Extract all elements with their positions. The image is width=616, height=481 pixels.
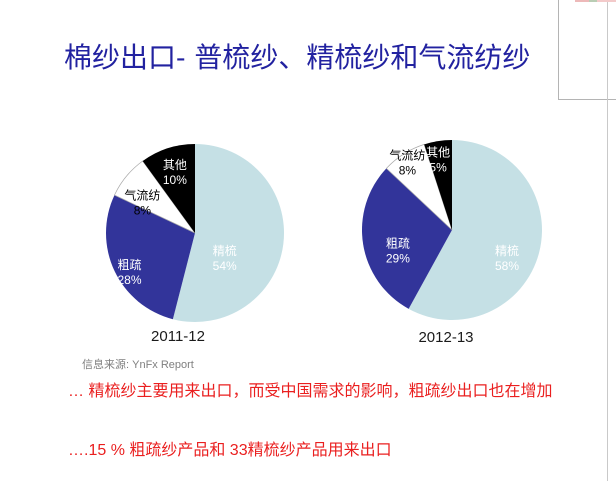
chart-caption-left: 2011-12 bbox=[151, 328, 205, 345]
bullet-text-1: … 精梳纱主要用来出口，而受中国需求的影响，粗疏纱出口也在增加 bbox=[68, 383, 553, 400]
chart-caption-right: 2012-13 bbox=[418, 329, 474, 346]
pie-1-slice-label-2: 粗疏 28% bbox=[117, 257, 141, 287]
pie-1-slice-1 bbox=[172, 144, 285, 322]
pie-2-slice-label-1: 精梳 58% bbox=[495, 243, 519, 273]
page-edge-line bbox=[607, 0, 608, 481]
pie-2-slice-label-2: 粗疏 29% bbox=[386, 236, 410, 266]
pie-2-slice-2 bbox=[361, 168, 452, 309]
overlay-window-fragment bbox=[558, 0, 616, 100]
pie-1-slice-label-1: 精梳 54% bbox=[213, 243, 237, 273]
pie-1-slice-label-3: 气流纺 8% bbox=[124, 187, 160, 217]
strip-segment bbox=[575, 0, 589, 2]
pie-2-slice-4 bbox=[424, 140, 452, 230]
bullet-text-2: ….15 % 粗疏纱产品和 33精梳纱产品用来出口 bbox=[68, 442, 392, 459]
clipped-toolbar-strip bbox=[575, 0, 616, 2]
pie-1-slice-2 bbox=[106, 195, 195, 320]
slide-title: 棉纱出口- 普梳纱、精梳纱和气流纺纱 bbox=[64, 41, 531, 74]
pie-1-slice-3 bbox=[113, 160, 196, 234]
pie-1-slice-4 bbox=[142, 144, 195, 233]
pie-2-slice-3 bbox=[385, 143, 453, 231]
pie-2-slice-label-4: 其他 5% bbox=[426, 145, 450, 174]
pie-2-slice-label-3: 气流纺 8% bbox=[389, 147, 425, 177]
pie-2-slice-1 bbox=[408, 140, 542, 320]
strip-segment bbox=[597, 0, 616, 2]
pie-1-slice-label-4: 其他 10% bbox=[163, 158, 187, 187]
source-note: 信息来源: YnFx Report bbox=[82, 359, 194, 371]
strip-segment bbox=[589, 0, 597, 2]
